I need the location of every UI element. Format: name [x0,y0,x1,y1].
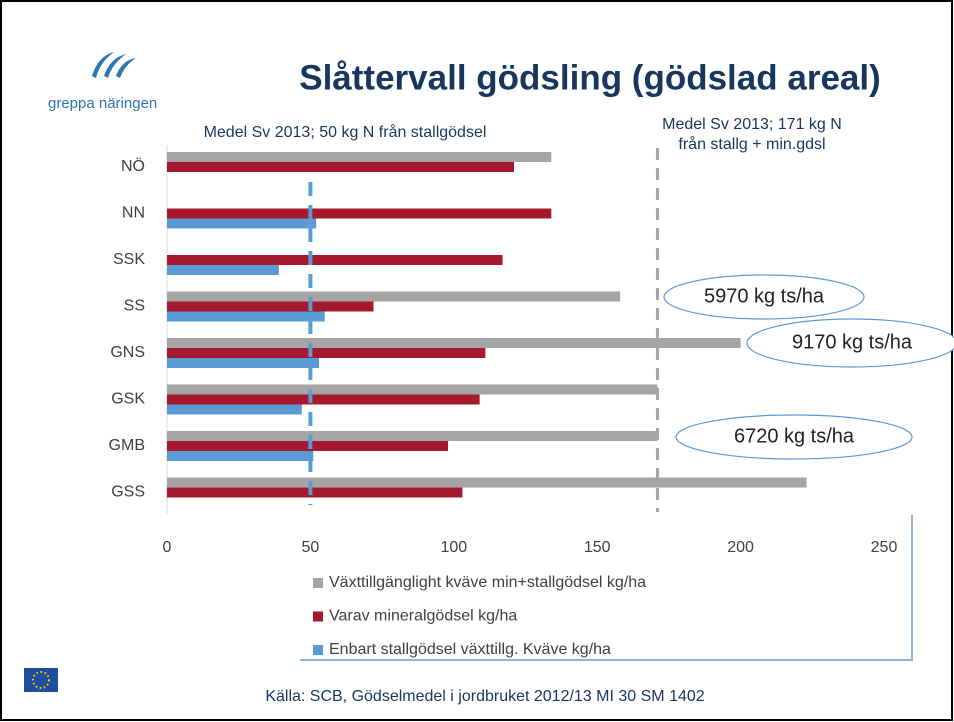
bar [167,255,503,265]
logo: greppa näringen [48,52,157,112]
bar [167,338,741,348]
y-tick-label: GSK [111,391,145,408]
bar [167,301,374,312]
bar [167,311,325,322]
y-tick-label: GNS [110,344,145,361]
x-tick-label: 250 [871,539,898,556]
logo-text: greppa näringen [48,95,157,112]
y-tick-label: SS [124,298,145,315]
x-tick-label: 100 [440,539,467,556]
annotation: 6720 kg ts/ha [734,425,855,447]
bar [167,451,314,461]
chart-frame [300,515,913,661]
bar [167,208,552,219]
y-tick-label: SSK [113,251,145,268]
legend-marker [313,578,323,588]
x-tick-label: 150 [584,539,611,556]
legend-marker [313,611,323,622]
reference-label: Medel Sv 2013; 171 kg N [662,116,842,133]
legend-label: Växttillgänglight kväve min+stallgödsel … [329,574,646,591]
legend-label: Enbart stallgödsel växttillg. Kväve kg/h… [329,641,611,658]
bar [167,431,658,441]
bar [167,265,279,275]
y-tick-label: NN [122,205,145,222]
y-tick-label: NÖ [121,157,145,175]
reference-label: från stallg + min.gdsl [678,135,825,153]
bar [167,162,515,172]
annotation-ellipse [675,414,913,460]
y-tick-label: GMB [109,437,145,454]
bar [167,487,463,498]
source: Källa: SCB, Gödselmedel i jordbruket 201… [265,688,704,705]
bar [167,291,621,302]
bar [167,394,480,405]
bar [167,441,449,451]
bar [167,348,486,358]
eu-flag [24,668,58,692]
legend-label: Varav mineralgödsel kg/ha [329,608,517,625]
bar [167,358,320,368]
annotation: 9170 kg ts/ha [792,331,913,353]
bar [167,218,317,229]
reference-label: Medel Sv 2013; 50 kg N från stallgödsel [204,123,487,141]
x-tick-label: 0 [163,539,172,556]
annotation: 5970 kg ts/ha [704,285,825,307]
annotation-ellipse [746,318,954,368]
bar [167,152,552,162]
bar [167,384,658,395]
chart-title: Slåttervall gödsling (gödslad areal) [299,58,881,97]
y-tick-label: GSS [111,484,145,501]
x-tick-label: 50 [302,539,320,556]
bar [167,477,807,488]
x-tick-label: 200 [727,539,754,556]
legend-marker [313,645,323,655]
annotation-ellipse [663,274,865,320]
bar [167,404,302,415]
